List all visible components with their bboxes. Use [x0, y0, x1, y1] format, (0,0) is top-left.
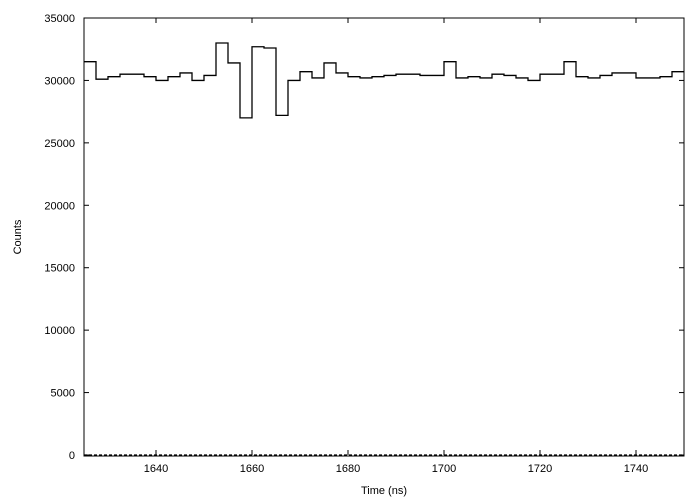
- y-tick-label: 35000: [44, 13, 75, 25]
- x-tick-label: 1660: [240, 463, 264, 475]
- x-axis-label: Time (ns): [361, 485, 407, 497]
- y-tick-label: 0: [69, 450, 75, 462]
- x-tick-label: 1700: [432, 463, 456, 475]
- x-axis-ticks: 1640 1660 1680 1700 1720 1740: [144, 18, 648, 475]
- y-tick-label: 10000: [44, 325, 75, 337]
- y-axis-ticks: 0 5000 10000 15000 20000 25000 30000 35000: [44, 13, 684, 462]
- y-tick-label: 15000: [44, 263, 75, 275]
- y-tick-label: 5000: [51, 388, 75, 400]
- y-axis-label: Counts: [12, 219, 24, 254]
- plot-frame: [83, 17, 685, 457]
- histogram-step-line: [84, 42, 684, 119]
- x-tick-label: 1740: [624, 463, 648, 475]
- y-tick-label: 30000: [44, 75, 75, 87]
- x-tick-label: 1640: [144, 463, 168, 475]
- x-tick-label: 1720: [528, 463, 552, 475]
- x-tick-label: 1680: [336, 463, 360, 475]
- y-tick-label: 25000: [44, 138, 75, 150]
- y-tick-label: 20000: [44, 200, 75, 212]
